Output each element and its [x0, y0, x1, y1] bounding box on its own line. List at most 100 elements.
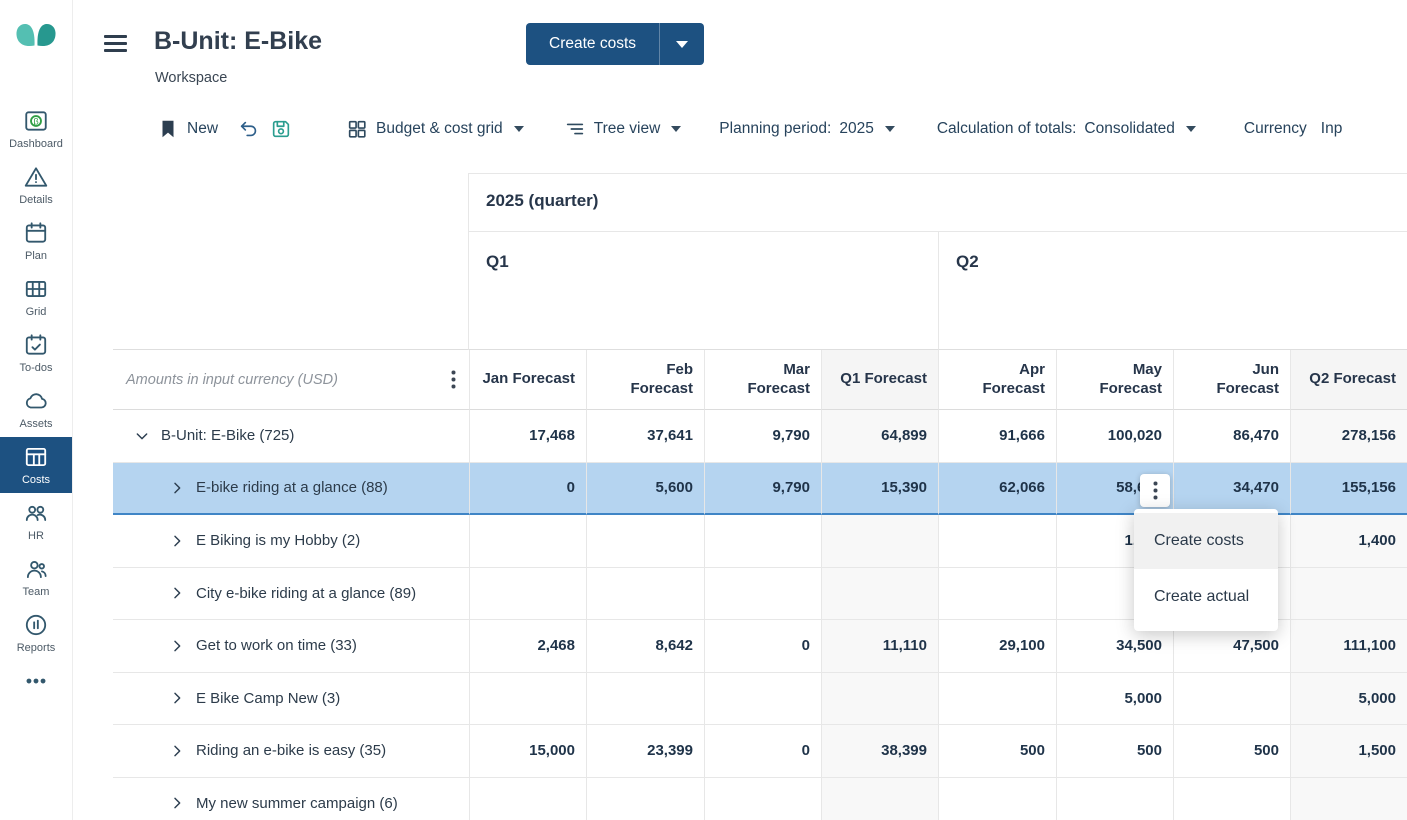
grid-cell[interactable]	[1290, 777, 1407, 820]
undo-button[interactable]	[238, 118, 260, 140]
create-costs-button[interactable]: Create costs	[526, 23, 660, 65]
currency-select[interactable]: Currency Inp	[1244, 120, 1342, 138]
grid-cell[interactable]: 62,066	[938, 462, 1056, 515]
grid-cell[interactable]	[821, 515, 938, 568]
grid-cell[interactable]	[704, 672, 821, 725]
grid-cell[interactable]	[586, 672, 704, 725]
grid-cell[interactable]	[821, 567, 938, 620]
grid-cell[interactable]: 155,156	[1290, 462, 1407, 515]
sidebar-item-plan[interactable]: Plan	[0, 213, 72, 269]
row-expand-chevron[interactable]	[169, 585, 185, 601]
grid-cell[interactable]: 1,500	[1290, 725, 1407, 778]
grid-cell[interactable]: 91,666	[938, 410, 1056, 463]
grid-cell[interactable]: 15,000	[469, 725, 586, 778]
sidebar-item-reports[interactable]: Reports	[0, 605, 72, 661]
column-header[interactable]: Feb Forecast	[586, 350, 704, 410]
grid-cell[interactable]	[1056, 567, 1173, 620]
grid-cell[interactable]: 0	[469, 462, 586, 515]
row-expand-chevron[interactable]	[169, 480, 185, 496]
grid-cell[interactable]: 15,390	[821, 462, 938, 515]
row-expand-chevron[interactable]	[169, 795, 185, 811]
hamburger-menu-button[interactable]	[104, 35, 127, 53]
grid-cell[interactable]	[1173, 777, 1290, 820]
grid-cell[interactable]: 34,470	[1173, 462, 1290, 515]
grid-cell[interactable]: 5,000	[1290, 672, 1407, 725]
context-menu-item-create-actual[interactable]: Create actual	[1154, 588, 1250, 605]
grid-cell[interactable]: 2,468	[469, 620, 586, 673]
grid-cell[interactable]	[1056, 777, 1173, 820]
grid-cell[interactable]: 37,641	[586, 410, 704, 463]
tree-view-select[interactable]: Tree view	[564, 118, 682, 140]
sidebar-item-team[interactable]: Team	[0, 549, 72, 605]
grid-cell[interactable]	[586, 515, 704, 568]
grid-cell[interactable]	[938, 672, 1056, 725]
grid-cell[interactable]	[938, 567, 1056, 620]
grid-cell[interactable]: 47,500	[1173, 620, 1290, 673]
row-label-cell[interactable]: E Biking is my Hobby (2)	[113, 515, 469, 568]
grid-cell[interactable]: 23,399	[586, 725, 704, 778]
grid-cell[interactable]	[821, 777, 938, 820]
grid-cell[interactable]: 8,642	[586, 620, 704, 673]
totals-calculation-select[interactable]: Calculation of totals: Consolidated	[937, 120, 1196, 138]
row-label-cell[interactable]: Riding an e-bike is easy (35)	[113, 725, 469, 778]
sidebar-item-todos[interactable]: To-dos	[0, 325, 72, 381]
grid-cell[interactable]: 1,400	[1290, 515, 1407, 568]
grid-cell[interactable]: 278,156	[1290, 410, 1407, 463]
column-header[interactable]: Jun Forecast	[1173, 350, 1290, 410]
sidebar-item-dashboard[interactable]: β Dashboard	[0, 101, 72, 157]
grid-cell[interactable]	[469, 567, 586, 620]
row-actions-kebab[interactable]	[1140, 474, 1170, 507]
grid-cell[interactable]	[469, 515, 586, 568]
sidebar-item-costs[interactable]: Costs	[0, 437, 72, 493]
grid-cell[interactable]: 11,110	[821, 620, 938, 673]
create-costs-dropdown-button[interactable]	[659, 23, 705, 65]
row-expand-chevron[interactable]	[169, 533, 185, 549]
grid-cell[interactable]	[938, 515, 1056, 568]
grid-cell[interactable]: 5,600	[586, 462, 704, 515]
grid-cell[interactable]	[1290, 567, 1407, 620]
row-expand-chevron[interactable]	[169, 690, 185, 706]
column-header[interactable]: Jan Forecast	[469, 350, 586, 410]
row-label-cell[interactable]: E Bike Camp New (3)	[113, 673, 469, 725]
sidebar-item-hr[interactable]: HR	[0, 493, 72, 549]
grid-cell[interactable]: 38,399	[821, 725, 938, 778]
grid-cell[interactable]: 64,899	[821, 410, 938, 463]
grid-cell[interactable]: 86,470	[1173, 410, 1290, 463]
row-expand-chevron[interactable]	[169, 638, 185, 654]
new-button[interactable]: New	[157, 118, 218, 140]
grid-cell[interactable]	[704, 777, 821, 820]
planning-period-select[interactable]: Planning period: 2025	[719, 120, 895, 138]
grid-cell[interactable]: 0	[704, 620, 821, 673]
context-menu-item-create-costs[interactable]: Create costs	[1134, 513, 1278, 569]
grid-cell[interactable]	[704, 515, 821, 568]
grid-cell[interactable]: 5,000	[1056, 672, 1173, 725]
grid-cell[interactable]: 500	[1056, 725, 1173, 778]
column-header[interactable]: Apr Forecast	[938, 350, 1056, 410]
grid-cell[interactable]: 0	[704, 725, 821, 778]
column-header[interactable]: Mar Forecast	[704, 350, 821, 410]
row-expand-chevron[interactable]	[169, 743, 185, 759]
grid-cell[interactable]: 17,468	[469, 410, 586, 463]
column-options-kebab-icon[interactable]	[451, 370, 456, 389]
grid-cell[interactable]	[1173, 672, 1290, 725]
row-label-cell[interactable]: Get to work on time (33)	[113, 620, 469, 673]
row-expand-chevron[interactable]	[134, 428, 150, 444]
column-header[interactable]: Q1 Forecast	[821, 350, 938, 410]
row-label-cell[interactable]: City e-bike riding at a glance (89)	[113, 568, 469, 620]
row-label-cell[interactable]: B-Unit: E-Bike (725)	[113, 410, 469, 463]
grid-cell[interactable]	[821, 672, 938, 725]
sidebar-item-details[interactable]: Details	[0, 157, 72, 213]
grid-cell[interactable]: 9,790	[704, 410, 821, 463]
grid-cell[interactable]: 100,020	[1056, 410, 1173, 463]
row-label-cell[interactable]: E-bike riding at a glance (88)	[113, 462, 469, 515]
grid-cell[interactable]: 9,790	[704, 462, 821, 515]
grid-cell[interactable]: 500	[938, 725, 1056, 778]
view-grid-select[interactable]: Budget & cost grid	[346, 118, 524, 140]
row-label-cell[interactable]: My new summer campaign (6)	[113, 778, 469, 820]
grid-cell[interactable]: 29,100	[938, 620, 1056, 673]
column-header[interactable]: Q2 Forecast	[1290, 350, 1407, 410]
grid-cell[interactable]: 34,500	[1056, 620, 1173, 673]
grid-cell[interactable]: 111,100	[1290, 620, 1407, 673]
column-header[interactable]: May Forecast	[1056, 350, 1173, 410]
sidebar-item-more[interactable]	[0, 661, 72, 701]
